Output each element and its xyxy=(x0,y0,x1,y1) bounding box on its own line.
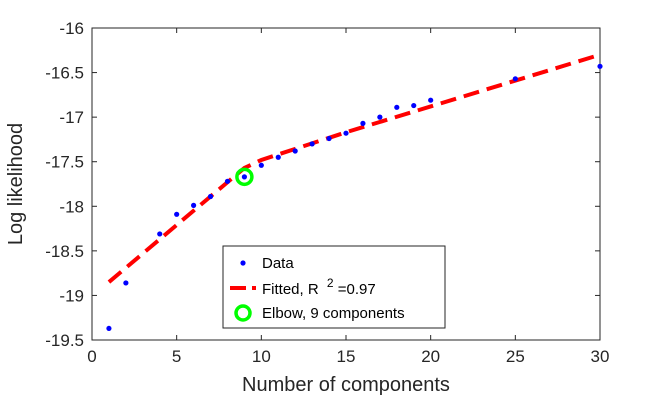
legend-box xyxy=(222,245,446,329)
x-tick-label: 0 xyxy=(87,347,96,366)
fitted-line xyxy=(107,52,601,284)
series-layer xyxy=(106,52,603,332)
y-tick-label: -17 xyxy=(59,108,84,127)
data-point xyxy=(394,104,400,110)
data-point xyxy=(377,114,383,120)
x-tick-label: 20 xyxy=(421,347,440,366)
legend-fitted-sup: 2 xyxy=(327,276,334,290)
x-tick-label: 30 xyxy=(591,347,610,366)
data-point xyxy=(309,141,315,147)
y-tick-label: -18 xyxy=(59,197,84,216)
data-point xyxy=(123,280,129,286)
axis-ticks: 0 5 10 15 20 25 30 -16 -16.5 -17 -17.5 -18 -18.5 -19 -… xyxy=(45,19,609,366)
legend-fitted-prefix: Fitted, R xyxy=(262,281,319,298)
data-point xyxy=(292,148,298,154)
y-tick-label: -16 xyxy=(59,19,84,38)
data-point xyxy=(275,154,281,160)
data-point xyxy=(106,325,112,332)
data-point xyxy=(224,178,231,184)
y-tick-label: -19 xyxy=(59,286,84,305)
legend: Data Fitted, R 2 =0.97 Elbow, 9 componen… xyxy=(222,245,446,329)
y-tick-label: -19.5 xyxy=(45,331,84,350)
y-axis-title: Log likelihood xyxy=(5,123,27,245)
legend-fitted-label: Fitted, R 2 =0.97 xyxy=(262,274,376,298)
y-tick-label: -16.5 xyxy=(45,64,84,83)
data-point xyxy=(241,174,247,180)
x-tick-label: 5 xyxy=(172,347,181,366)
elbow-marker xyxy=(235,167,254,187)
data-point xyxy=(174,211,180,217)
data-point xyxy=(191,202,197,208)
legend-fitted-suffix: =0.97 xyxy=(338,281,376,298)
data-point xyxy=(360,120,366,126)
legend-data-marker xyxy=(240,260,246,266)
data-point xyxy=(411,102,417,109)
data-point xyxy=(258,162,264,168)
data-point xyxy=(207,193,214,200)
x-tick-label: 25 xyxy=(506,347,525,366)
x-tick-label: 15 xyxy=(337,347,356,366)
data-point xyxy=(343,130,349,136)
data-point xyxy=(597,63,603,69)
x-axis-title: Number of components xyxy=(242,374,450,396)
y-tick-label: -18.5 xyxy=(45,242,84,261)
x-tick-label: 10 xyxy=(252,347,271,366)
legend-elbow-marker xyxy=(234,304,252,322)
data-point xyxy=(157,231,163,237)
data-point xyxy=(428,97,434,103)
legend-data-label: Data xyxy=(262,255,294,272)
data-point xyxy=(326,135,332,142)
legend-elbow-label: Elbow, 9 components xyxy=(262,305,405,322)
data-point xyxy=(512,76,518,82)
y-tick-label: -17.5 xyxy=(45,153,84,172)
